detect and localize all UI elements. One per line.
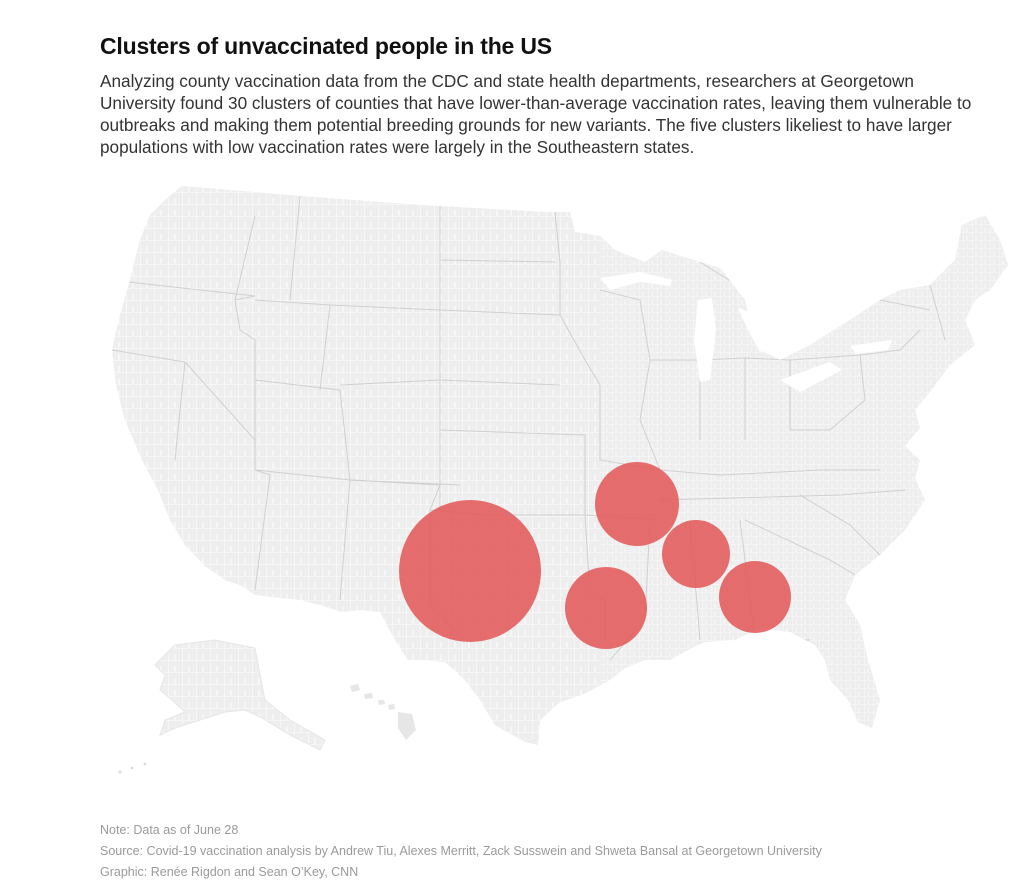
footer-graphic: Graphic: Renée Rigdon and Sean O’Key, CN… (100, 865, 359, 879)
cluster-marker-tennessee-mississippi-alabama (662, 520, 730, 588)
page-title: Clusters of unvaccinated people in the U… (100, 33, 552, 59)
great-lakes (600, 272, 892, 392)
cluster-marker-texas-oklahoma (399, 500, 541, 642)
hawaii-inset (350, 684, 416, 740)
us-map-svg (112, 186, 1008, 774)
cluster-markers (399, 462, 791, 649)
cluster-marker-missouri-arkansas (595, 462, 679, 546)
page-description: Analyzing county vaccination data from t… (100, 71, 972, 157)
footer-source: Source: Covid-19 vaccination analysis by… (100, 844, 822, 858)
cluster-marker-louisiana-arkansas (565, 567, 647, 649)
footer-note: Note: Data as of June 28 (100, 823, 239, 837)
footer: Note: Data as of June 28 Source: Covid-1… (100, 820, 822, 883)
us-map (0, 170, 1024, 790)
alaska-inset (118, 639, 326, 774)
state-borders (112, 195, 946, 661)
cluster-marker-alabama-georgia (719, 561, 791, 633)
